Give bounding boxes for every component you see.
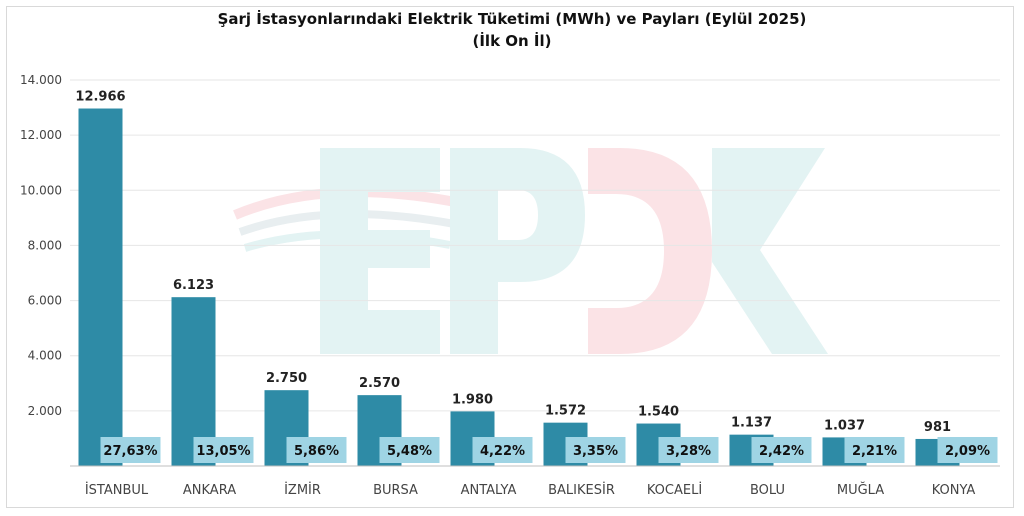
x-tick-label: BOLU <box>750 483 785 498</box>
x-tick-label: ANKARA <box>183 483 236 498</box>
share-label-box <box>286 437 347 463</box>
x-tick-label: İSTANBUL <box>85 482 149 498</box>
y-tick-label: 14.000 <box>20 73 62 87</box>
share-label-box <box>565 437 626 463</box>
watermark-letter-k <box>712 148 828 354</box>
watermark-letter-d <box>588 148 712 354</box>
bar-value-label: 2.570 <box>359 376 400 391</box>
bar-group: 1.980 4,22% <box>450 392 533 466</box>
share-label: 5,48% <box>387 444 432 459</box>
gridlines <box>70 79 1000 412</box>
share-label-box <box>193 437 254 463</box>
y-tick-label: 2.000 <box>28 404 62 418</box>
y-tick-label: 12.000 <box>20 128 62 142</box>
chart-title: Şarj İstasyonlarındaki Elektrik Tüketimi… <box>0 8 1024 52</box>
share-label-box <box>844 437 905 463</box>
chart-title-main: Şarj İstasyonlarındaki Elektrik Tüketimi… <box>217 10 807 28</box>
share-label: 13,05% <box>196 444 250 459</box>
bar-value-label: 1.037 <box>824 418 865 433</box>
bar-value-label: 2.750 <box>266 371 307 386</box>
bar-group: 2.750 5,86% <box>264 371 347 466</box>
y-tick-label: 4.000 <box>28 349 62 363</box>
x-tick-label: İZMİR <box>284 482 321 498</box>
bar-value-label: 12.966 <box>75 90 125 105</box>
chart-subtitle: (İlk On İl) <box>472 32 552 50</box>
bar-group: 1.037 2,21% <box>822 418 905 466</box>
x-tick-label: KONYA <box>932 483 976 498</box>
bar-value-label: 1.137 <box>731 416 772 431</box>
x-tick-label: KOCAELİ <box>647 482 702 498</box>
x-tick-label: ANTALYA <box>461 483 517 498</box>
x-tick-label: MUĞLA <box>837 482 884 498</box>
bar-group: 1.137 2,42% <box>729 416 812 466</box>
share-label: 3,28% <box>666 444 711 459</box>
share-label: 3,35% <box>573 444 618 459</box>
bar-value-label: 1.980 <box>452 392 493 407</box>
epdk-watermark-logo <box>233 148 828 354</box>
y-tick-label: 8.000 <box>28 238 62 252</box>
share-label: 4,22% <box>480 444 525 459</box>
share-label: 2,42% <box>759 444 804 459</box>
bar-value-label: 6.123 <box>173 278 214 293</box>
share-label-box <box>751 437 812 463</box>
share-label-box <box>658 437 719 463</box>
x-axis: İSTANBUL ANKARA İZMİR BURSA ANTALYA BALIKESİR… <box>70 465 1000 498</box>
share-label: 5,86% <box>294 444 339 459</box>
bar <box>78 108 123 467</box>
y-tick-label: 10.000 <box>20 183 62 197</box>
bar-group: 1.572 3,35% <box>543 404 626 466</box>
share-label: 27,63% <box>103 444 157 459</box>
share-label-box <box>100 437 161 463</box>
bar-group: 2.570 5,48% <box>357 376 440 466</box>
bar-value-label: 1.540 <box>638 405 679 420</box>
bar-value-label: 1.572 <box>545 404 586 419</box>
share-label-box <box>937 437 998 463</box>
share-label: 2,09% <box>945 444 990 459</box>
watermark-letter-e <box>320 148 440 354</box>
x-tick-label: BURSA <box>373 483 418 498</box>
bar-value-label: 981 <box>924 420 951 435</box>
y-axis: 2.000 4.000 6.000 8.000 10.000 12.000 14.000 <box>20 73 62 418</box>
share-label-box <box>472 437 533 463</box>
bar-group: 1.540 3,28% <box>636 405 719 466</box>
bar-group: 12.966 27,63% <box>75 90 161 467</box>
bar-group: 6.123 13,05% <box>171 278 254 466</box>
watermark-letter-p <box>450 148 585 354</box>
x-tick-label: BALIKESİR <box>548 482 615 498</box>
share-label: 2,21% <box>852 444 897 459</box>
bar-group: 981 2,09% <box>915 420 998 466</box>
share-label-box <box>379 437 440 463</box>
y-tick-label: 6.000 <box>28 294 62 308</box>
bars: 12.966 27,63% 6.123 13,05% 2.750 5,86% 2.570 5,… <box>75 90 998 467</box>
